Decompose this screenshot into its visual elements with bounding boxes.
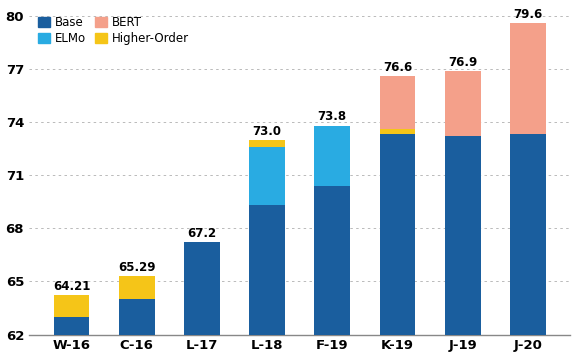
Bar <box>119 276 154 299</box>
Bar <box>510 23 546 135</box>
Bar <box>314 186 350 335</box>
Text: 76.6: 76.6 <box>383 61 412 74</box>
Text: 65.29: 65.29 <box>118 261 156 274</box>
Text: 64.21: 64.21 <box>53 280 90 293</box>
Bar <box>510 135 546 335</box>
Text: 73.8: 73.8 <box>318 111 347 124</box>
Bar <box>445 136 480 335</box>
Bar <box>184 242 220 335</box>
Bar <box>119 299 154 335</box>
Bar <box>249 205 285 335</box>
Bar <box>54 317 89 335</box>
Bar <box>54 295 89 317</box>
Bar <box>445 71 480 136</box>
Text: 67.2: 67.2 <box>187 227 217 240</box>
Bar <box>249 147 285 205</box>
Bar <box>314 126 350 186</box>
Bar <box>380 76 415 129</box>
Legend: Base, ELMo, BERT, Higher-Order: Base, ELMo, BERT, Higher-Order <box>35 13 192 49</box>
Text: 73.0: 73.0 <box>253 125 282 137</box>
Text: 76.9: 76.9 <box>448 55 478 69</box>
Bar <box>380 129 415 135</box>
Text: 79.6: 79.6 <box>513 8 543 21</box>
Bar <box>249 140 285 147</box>
Bar <box>380 135 415 335</box>
